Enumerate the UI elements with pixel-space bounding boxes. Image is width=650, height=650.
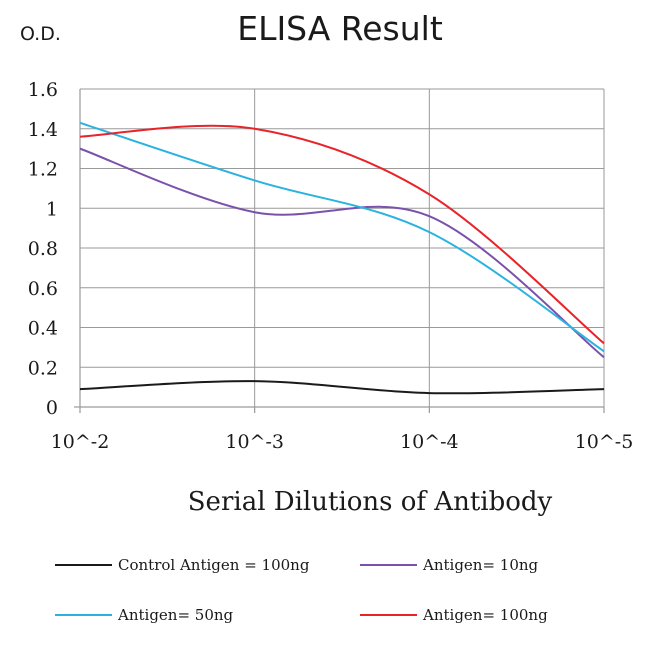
legend-label: Control Antigen = 100ng [118,556,310,574]
y-tick-label: 0.2 [28,357,58,379]
x-tick-label: 10^-2 [51,431,110,453]
y-tick-label: 0.6 [28,278,58,300]
x-tick-labels: 10^-2 10^-3 10^-4 10^-5 [51,431,634,453]
y-tick-label: 1.2 [28,159,58,181]
y-tick-label: 1 [46,198,58,220]
y-tick-label: 0.8 [28,238,58,260]
series-lines [79,121,605,395]
series-line-1 [79,147,605,359]
series-line-2 [79,121,605,353]
grid-layer [74,88,605,413]
legend-label: Antigen= 10ng [422,556,539,574]
series-line-0 [79,380,605,395]
x-tick-label: 10^-5 [575,431,634,453]
y-tick-label: 0 [46,397,58,419]
y-tick-label: 1.6 [28,79,58,101]
y-tick-labels: 0 0.2 0.4 0.6 0.8 1 1.2 1.4 1.6 [28,79,58,419]
y-tick-label: 0.4 [28,318,58,340]
x-axis-label: Serial Dilutions of Antibody [188,487,553,517]
x-tick-label: 10^-3 [225,431,284,453]
legend-label: Antigen= 100ng [422,606,548,624]
legend: Control Antigen = 100ng Antigen= 10ng Anti… [55,556,548,624]
series-line-3 [79,124,605,345]
chart-title: ELISA Result [237,9,443,48]
x-tick-label: 10^-4 [400,431,459,453]
y-axis-label: O.D. [20,23,61,45]
legend-label: Antigen= 50ng [117,606,234,624]
y-tick-label: 1.4 [28,119,58,141]
